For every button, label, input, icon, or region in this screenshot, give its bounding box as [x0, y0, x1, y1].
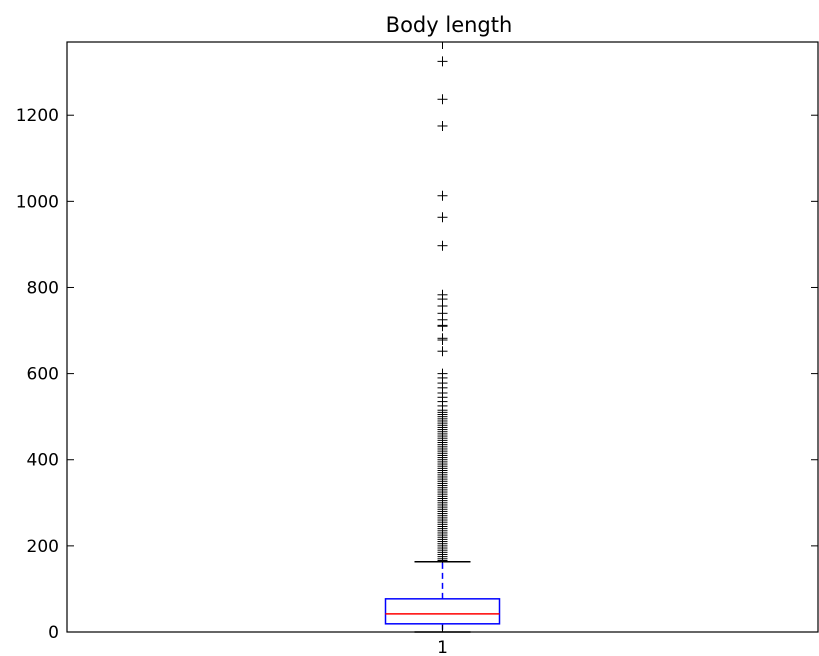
outlier-point-5: [437, 240, 448, 251]
y-tick-label-4: 800: [27, 278, 59, 298]
x-tick-label-0: 1: [437, 638, 448, 656]
outlier-point-12: [437, 321, 448, 332]
chart-title: Body length: [386, 13, 513, 37]
outlier-point-2: [437, 120, 448, 131]
y-tick-label-0: 0: [48, 623, 59, 643]
iqr-box: [384, 598, 501, 625]
y-tick-label-3: 600: [27, 365, 59, 385]
outlier-point-14: [437, 335, 448, 346]
outlier-point-3: [437, 190, 448, 201]
y-tick-label-1: 200: [27, 537, 59, 557]
y-tick-label-5: 1000: [16, 192, 59, 212]
outlier-point-15: [437, 346, 448, 357]
outlier-point-1: [437, 94, 448, 105]
outlier-point-4: [437, 212, 448, 223]
plot-area: 0 200 400 600 800 1000 1200 1: [16, 41, 819, 656]
y-tick-label-6: 1200: [16, 106, 59, 126]
outlier-point-0: [437, 56, 448, 67]
y-tick-label-2: 400: [27, 451, 59, 471]
